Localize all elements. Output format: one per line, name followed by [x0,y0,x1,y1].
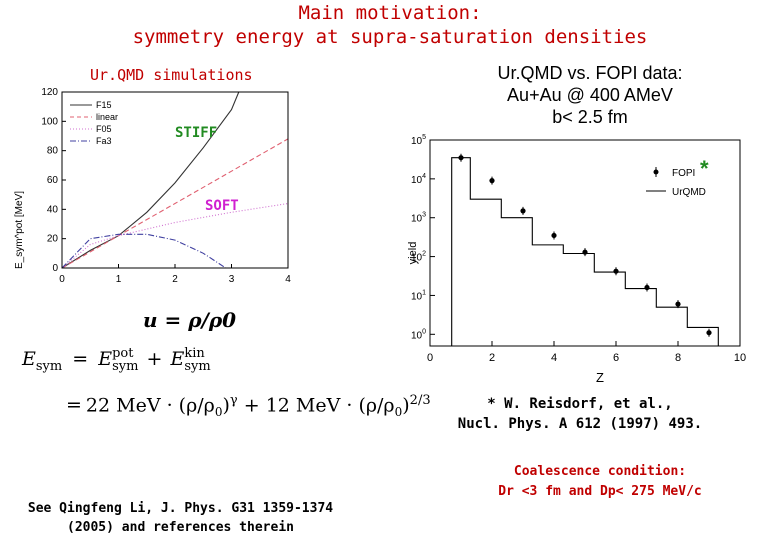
esym-ytick-label: 0 [52,263,58,274]
yield-point-fopi [551,231,557,240]
fopi-asterisk: * [700,156,709,181]
esym-legend: F15 linear F05 Fa3 [70,100,118,146]
coalescence-line2: Dr <3 fm and Dp< 275 MeV/c [498,484,702,499]
esym-series-f15 [61,91,240,269]
yield-point-fopi [458,153,464,162]
legend-fopi-label: FOPI [672,168,695,179]
yield-xtick-label: 8 [675,352,681,364]
esym-xtick-label: 3 [229,274,235,285]
yield-point-fopi [644,283,650,292]
esym-ytick-label: 120 [41,87,58,98]
stiff-annotation: STIFF [175,125,217,141]
esym-ylabel: E_sym^pot [MeV] [14,191,25,269]
yield-ytick-label: 104 [411,173,426,186]
formula-line2: = 22 MeV · (ρ/ρ0)γ + 12 MeV · (ρ/ρ0)2/3 [66,392,431,419]
yield-ytick-label: 103 [411,212,426,225]
fopi-heading-line1: Ur.QMD vs. FOPI data: [497,63,683,83]
esym-series-f05 [61,202,289,269]
esym-xtick-label: 0 [59,274,65,285]
coalescence-condition: Coalescence condition: Dr <3 fm and Dp< … [470,462,730,502]
see-also-line2: (2005) and references therein [67,520,294,535]
yield-ytick-label: 101 [411,289,426,302]
yield-point-fopi [706,328,712,337]
reference-line2: Nucl. Phys. A 612 (1997) 493. [457,416,703,432]
fopi-heading-line2: Au+Au @ 400 AMeV [507,85,673,105]
esym-series-linear [61,138,289,269]
yield-xtick-label: 0 [427,352,433,364]
yield-xtick-label: 6 [613,352,619,364]
slide-title-line2: symmetry energy at supra-saturation dens… [132,26,648,48]
yield-xlabel: Z [596,370,604,385]
yield-ytick-label: 100 [411,328,426,341]
legend-urqmd-label: UrQMD [672,187,706,198]
esym-xtick-label: 1 [116,274,122,285]
fopi-heading-line3: b< 2.5 fm [552,107,628,127]
esym-ytick-label: 100 [41,116,58,127]
esym-xtick-label: 2 [172,274,178,285]
slide-title-line1: Main motivation: [298,2,482,24]
reference-note: * W. Reisdorf, et al., Nucl. Phys. A 612… [430,394,730,434]
see-also-line1: See Qingfeng Li, J. Phys. G31 1359-1374 [27,501,334,516]
yield-xtick-label: 2 [489,352,495,364]
esym-frame [61,91,289,269]
legend-fa3-label: Fa3 [96,136,112,146]
yield-legend: FOPI * UrQMD [646,156,709,198]
legend-f05-label: F05 [96,124,112,134]
esym-ytick-label: 80 [47,146,59,157]
yield-point-fopi [520,206,526,215]
yield-ylabel: yield [407,242,419,265]
esym-xtick-label: 4 [285,274,291,285]
yield-point-fopi [613,267,619,276]
yield-point-fopi [675,300,681,309]
reference-line1: * W. Reisdorf, et al., [487,396,673,412]
yield-ytick-label: 105 [411,134,426,147]
yield-xtick-label: 10 [734,352,746,364]
yield-point-fopi [489,176,495,185]
soft-annotation: SOFT [205,198,239,214]
esym-ytick-label: 40 [47,204,59,215]
yield-point-fopi [582,248,588,257]
esym-ytick-label: 20 [47,234,59,245]
coalescence-line1: Coalescence condition: [513,464,687,479]
esym-xlabel: u = ρ/ρ0 [143,308,237,332]
yield-frame [429,139,741,347]
legend-linear-label: linear [96,112,118,122]
esym-series-fa3 [61,233,227,269]
see-also-reference: See Qingfeng Li, J. Phys. G31 1359-1374 … [8,499,353,537]
urqmd-heading: Ur.QMD simulations [90,66,253,84]
yield-xtick-label: 4 [551,352,557,364]
esym-ytick-label: 60 [47,175,59,186]
legend-f15-label: F15 [96,100,112,110]
fopi-heading: Ur.QMD vs. FOPI data: Au+Au @ 400 AMeV b… [440,62,740,128]
yield-series-urqmd [451,157,719,346]
